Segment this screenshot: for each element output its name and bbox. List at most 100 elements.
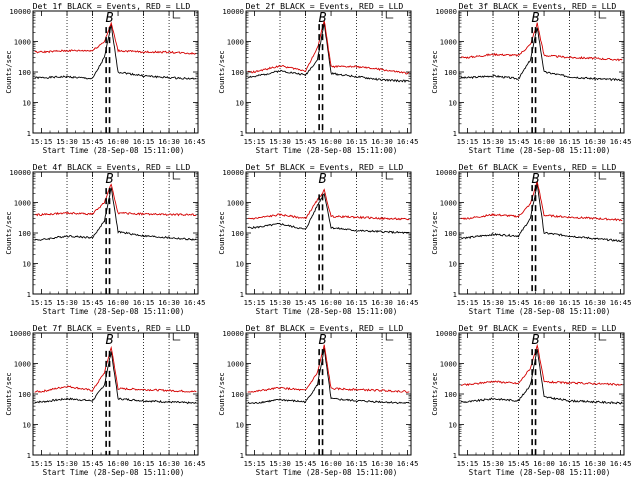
corner-bracket [598, 333, 607, 341]
y-axis-label: Counts/sec [4, 50, 13, 93]
x-tick-label: 16:00 [320, 459, 342, 468]
y-tick-label: 1 [240, 290, 244, 299]
x-axis-label: Start Time (28-Sep-08 15:11:00) [256, 468, 398, 477]
x-axis-label: Start Time (28-Sep-08 15:11:00) [43, 468, 185, 477]
plot-frame [458, 332, 625, 456]
y-tick-label: 1000 [440, 38, 457, 47]
y-tick-label: 10 [448, 99, 457, 108]
events-series-line [460, 27, 623, 82]
y-tick-label: 1 [240, 451, 244, 460]
lld-series-line [34, 21, 197, 55]
x-tick-label: 16:30 [158, 137, 180, 146]
x-tick-label: 16:45 [184, 137, 206, 146]
y-tick-label: 1000 [14, 199, 31, 208]
x-tick-label: 15:30 [482, 298, 504, 307]
y-tick-label: 100 [231, 390, 244, 399]
panel-title: Det 7f BLACK = Events, RED = LLD [33, 323, 191, 333]
x-tick-label: 16:00 [320, 298, 342, 307]
y-tick-label: 100 [444, 390, 457, 399]
y-tick-label: 1 [27, 290, 31, 299]
x-tick-label: 16:45 [397, 298, 419, 307]
lld-series-line [34, 183, 197, 217]
y-tick-label: 100 [231, 68, 244, 77]
plot-frame [245, 332, 412, 456]
x-tick-label: 16:15 [133, 137, 155, 146]
y-tick-label: 1000 [440, 199, 457, 208]
x-tick-label: 15:15 [31, 137, 53, 146]
y-tick-label: 10 [235, 260, 244, 269]
y-tick-label: 10000 [435, 329, 457, 338]
x-tick-label: 16:30 [584, 298, 606, 307]
corner-bracket [385, 172, 394, 180]
y-tick-label: 1000 [440, 360, 457, 369]
corner-bracket [172, 172, 181, 180]
corner-bracket [172, 11, 181, 19]
panel-title: Det 2f BLACK = Events, RED = LLD [246, 1, 404, 11]
x-axis-label: Start Time (28-Sep-08 15:11:00) [256, 307, 398, 316]
y-axis-label: Counts/sec [4, 372, 13, 415]
y-tick-label: 10000 [9, 329, 31, 338]
y-tick-label: 1000 [227, 199, 244, 208]
flare-marker: B [106, 172, 114, 187]
y-axis-label: Counts/sec [430, 50, 439, 93]
y-tick-label: 10 [448, 260, 457, 269]
y-tick-label: 1000 [227, 360, 244, 369]
flare-marker: B [106, 333, 114, 348]
corner-bracket [385, 11, 394, 19]
events-series-line [247, 23, 410, 83]
events-series-line [34, 23, 197, 80]
x-tick-label: 15:45 [82, 137, 104, 146]
y-tick-label: 10000 [222, 7, 244, 16]
x-tick-label: 16:30 [371, 137, 393, 146]
x-tick-label: 16:00 [107, 298, 129, 307]
lld-series-line [247, 344, 410, 394]
y-tick-label: 100 [231, 229, 244, 238]
plot-frame [245, 10, 412, 134]
panel-title: Det 8f BLACK = Events, RED = LLD [246, 323, 404, 333]
plot-frame [32, 171, 199, 295]
x-tick-label: 16:00 [107, 459, 129, 468]
x-axis-label: Start Time (28-Sep-08 15:11:00) [43, 146, 185, 155]
x-tick-label: 15:45 [82, 298, 104, 307]
corner-bracket [172, 333, 181, 341]
x-axis-label: Start Time (28-Sep-08 15:11:00) [469, 307, 611, 316]
x-tick-label: 15:15 [457, 298, 479, 307]
x-tick-label: 15:30 [482, 459, 504, 468]
flare-marker: B [106, 11, 114, 26]
x-tick-label: 15:30 [56, 137, 78, 146]
plot-frame [458, 171, 625, 295]
y-tick-label: 10 [22, 99, 31, 108]
y-axis-label: Counts/sec [430, 372, 439, 415]
y-tick-label: 100 [18, 229, 31, 238]
events-series-line [34, 351, 197, 405]
y-tick-label: 1000 [227, 38, 244, 47]
y-tick-label: 10000 [9, 7, 31, 16]
x-tick-label: 15:15 [457, 459, 479, 468]
x-tick-label: 15:30 [269, 137, 291, 146]
plot-frame [32, 332, 199, 456]
x-tick-label: 16:15 [133, 298, 155, 307]
x-tick-label: 16:30 [371, 298, 393, 307]
lld-series-line [247, 20, 410, 75]
panel-title: Det 4f BLACK = Events, RED = LLD [33, 162, 191, 172]
lld-series-line [460, 22, 623, 62]
x-axis-label: Start Time (28-Sep-08 15:11:00) [469, 146, 611, 155]
x-tick-label: 15:15 [244, 459, 266, 468]
y-tick-label: 100 [444, 68, 457, 77]
x-tick-label: 15:15 [31, 459, 53, 468]
flare-marker: B [532, 333, 540, 348]
plot-frame [458, 10, 625, 134]
corner-bracket [598, 172, 607, 180]
x-tick-label: 15:45 [295, 298, 317, 307]
x-tick-label: 16:15 [346, 137, 368, 146]
x-tick-label: 16:45 [610, 459, 632, 468]
lld-series-line [460, 343, 623, 387]
